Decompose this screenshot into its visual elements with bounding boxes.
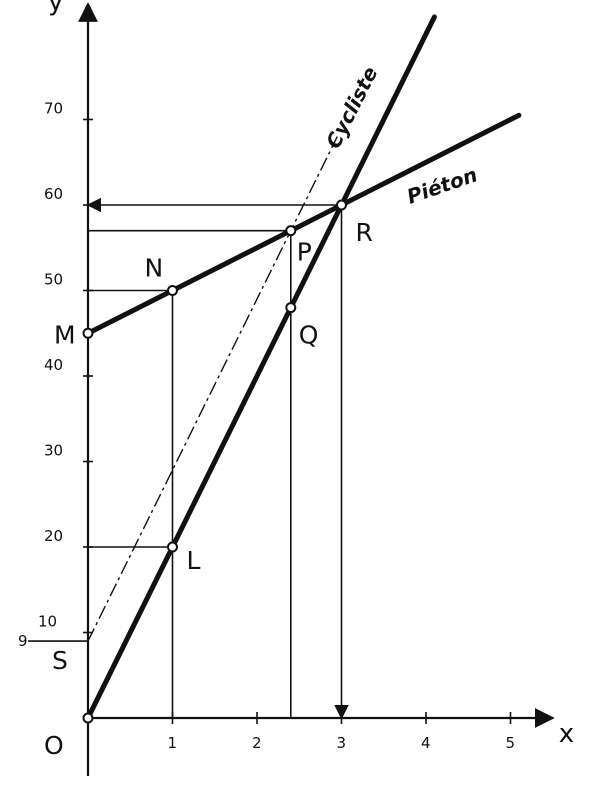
- point-m: [82, 327, 94, 339]
- point-label-s: S: [52, 646, 68, 675]
- y-tick-label-9: 9: [18, 632, 28, 650]
- axis-ticks: 1 2 3 4 5 10 20 30 40 50 60 70: [38, 100, 515, 753]
- axes: x y O 9: [18, 0, 574, 776]
- point-q: [285, 302, 297, 314]
- point-l: [167, 541, 178, 553]
- x-tick-label-4: 4: [421, 734, 431, 752]
- y-tick-label-60: 60: [44, 185, 63, 203]
- series-line-dash-dot: [87, 136, 338, 642]
- point-label-m: M: [54, 320, 76, 349]
- x-tick-label-3: 3: [337, 734, 347, 752]
- point-label-n: N: [145, 254, 164, 283]
- y-tick-label-30: 30: [44, 442, 63, 460]
- y-axis-title: y: [48, 0, 63, 17]
- point-label-l: L: [187, 546, 201, 575]
- x-tick-label-1: 1: [168, 734, 178, 752]
- point-label-q: Q: [299, 321, 319, 350]
- x-tick-label-5: 5: [506, 734, 516, 752]
- series-line-pieton: [85, 112, 522, 336]
- x-tick-label-2: 2: [252, 734, 262, 752]
- y-tick-label-20: 20: [44, 527, 63, 545]
- point-r: [336, 199, 347, 211]
- point-p: [285, 225, 297, 237]
- point-n: [167, 285, 178, 296]
- series-line-cycliste: [85, 14, 437, 721]
- y-tick-label-70: 70: [44, 100, 63, 118]
- point-o: [82, 712, 94, 724]
- origin-label: O: [44, 731, 64, 760]
- point-label-p: P: [297, 238, 312, 267]
- x-axis-title: x: [559, 719, 574, 749]
- y-tick-label-40: 40: [44, 356, 63, 374]
- y-tick-label-50: 50: [44, 271, 63, 289]
- point-label-r: R: [356, 218, 373, 247]
- labeled-points: S M N L P Q R: [52, 199, 373, 724]
- y-tick-label-10: 10: [38, 613, 57, 631]
